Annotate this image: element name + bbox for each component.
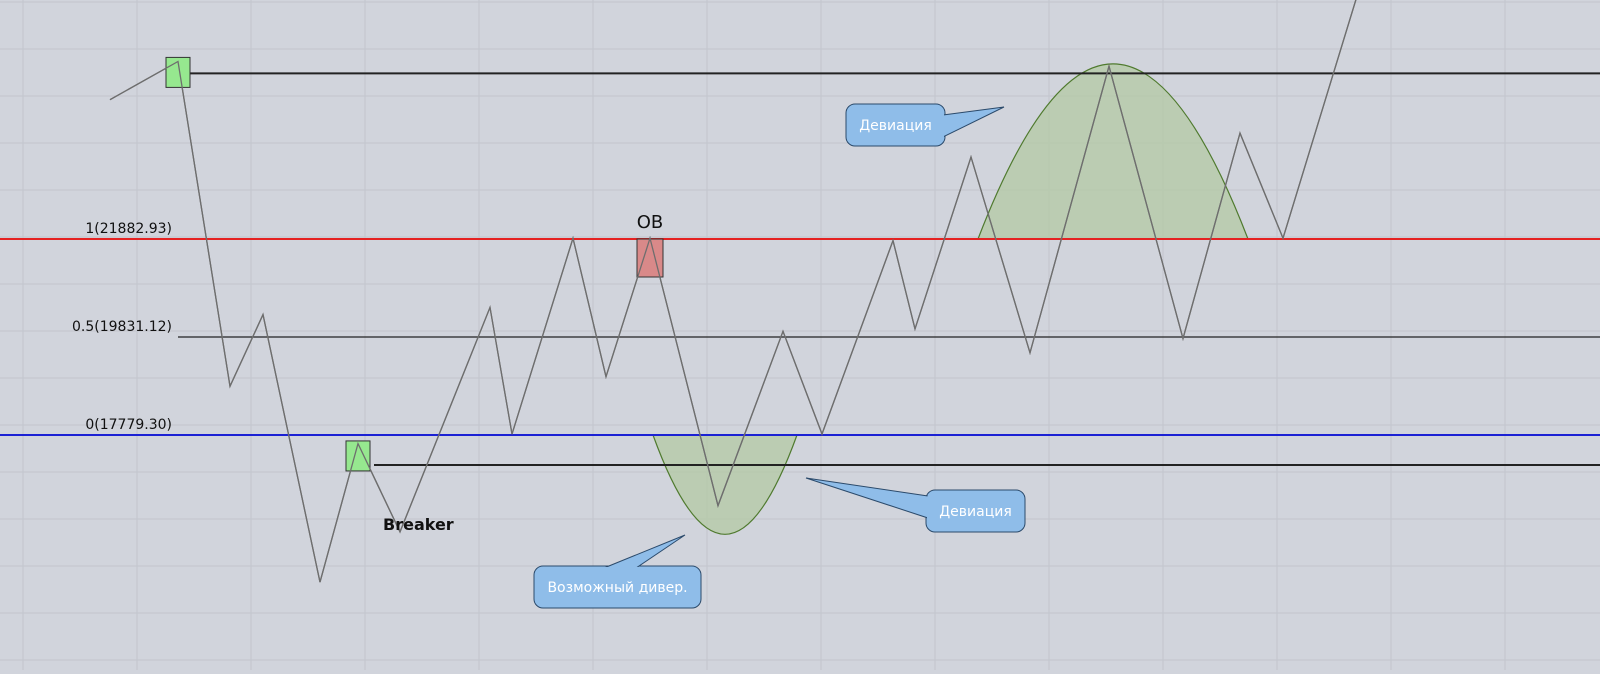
callout-fill-1 bbox=[927, 491, 1024, 531]
ob-label: OB bbox=[637, 212, 664, 233]
price-path-overlay bbox=[109, 0, 1357, 583]
breaker-label: Breaker bbox=[383, 515, 454, 534]
fib-label-1: 1(21882.93) bbox=[85, 221, 172, 237]
level-layer bbox=[0, 72, 1600, 467]
lower-deviation-zone bbox=[652, 434, 798, 535]
callout-layer bbox=[533, 103, 1026, 609]
fib-label-0: 0(17779.30) bbox=[85, 417, 172, 433]
callout-divergence-pointer bbox=[603, 534, 686, 569]
zone-layer bbox=[652, 63, 1249, 535]
callout-fill-2 bbox=[535, 567, 700, 607]
callout-divergence-text: Возможный дивер. bbox=[547, 580, 687, 596]
callout-fill-0 bbox=[847, 105, 944, 145]
ob-marker bbox=[636, 238, 664, 278]
upper-deviation-zone bbox=[977, 63, 1249, 240]
callout-lower-pointer bbox=[805, 477, 929, 519]
callout-upper-pointer bbox=[942, 106, 1005, 138]
callout-lower-text: Девиация bbox=[939, 504, 1012, 520]
callout-upper-text: Девиация bbox=[859, 118, 932, 134]
fib-label-0-5: 0.5(19831.12) bbox=[72, 319, 172, 335]
marker-layer bbox=[109, 0, 1357, 583]
